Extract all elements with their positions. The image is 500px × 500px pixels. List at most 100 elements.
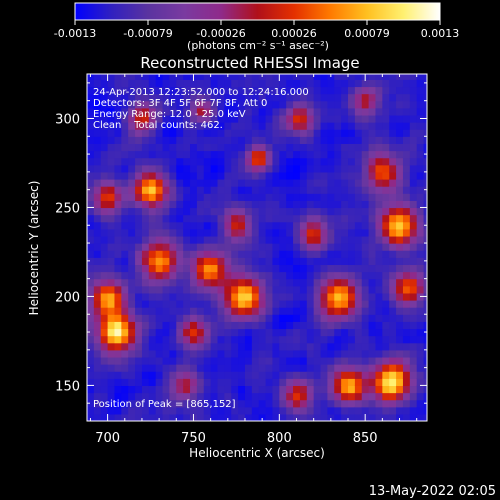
heatmap-cell [217,171,225,180]
heatmap-cell [135,314,143,322]
heatmap-cell [299,235,308,244]
heatmap-cell [93,93,102,102]
heatmap-cell [389,171,397,180]
heatmap-cell [272,406,280,415]
heatmap-cell [169,235,177,244]
heatmap-cell [348,143,356,152]
heatmap-cell [354,86,363,95]
heatmap-cell [162,278,171,287]
heatmap-cell [348,371,356,379]
heatmap-cell [320,114,329,123]
heatmap-cell [279,314,287,322]
heatmap-cell [93,356,102,365]
heatmap-cell [258,243,267,251]
colorbar-tick-label: -0.0013 [54,27,96,40]
heatmap-cell [244,299,253,308]
heatmap-cell [293,129,301,137]
heatmap-cell [375,150,383,159]
colorbar-ticks: -0.0013 -0.00079 -0.00026 0.00026 0.00079 0.0… [54,20,459,40]
heatmap-cell [196,292,205,301]
heatmap-cell [265,243,274,251]
heatmap-cell [341,278,349,287]
heatmap-cell [176,406,184,415]
heatmap-cell [341,107,349,116]
heatmap-cell [286,406,294,415]
heatmap-cell [114,200,122,209]
heatmap-cell [272,221,280,230]
heatmap-cell [375,413,383,421]
heatmap-cell [327,278,335,287]
heatmap-cell [128,371,136,379]
heatmap-cell [190,356,198,365]
heatmap-cell [354,314,363,322]
heatmap-cell [327,264,335,273]
heatmap-cell [375,214,383,223]
heatmap-cell [334,150,342,159]
heatmap-cell [279,385,287,394]
heatmap-image [87,74,427,421]
heatmap-cell [375,193,383,201]
heatmap-cell [251,107,260,116]
heatmap-cell [389,406,397,415]
heatmap-cell [217,335,225,344]
heatmap-cell [348,243,356,251]
heatmap-cell [155,285,164,294]
heatmap-cell [135,100,143,109]
heatmap-cell [217,264,225,273]
heatmap-cell [416,335,425,344]
heatmap-cell [210,392,219,401]
heatmap-cell [217,193,225,201]
heatmap-cell [327,171,335,180]
heatmap-cell [121,271,129,280]
colorbar-tick-label: -0.00026 [196,27,245,40]
heatmap-cell [217,150,225,159]
heatmap-cell [279,193,287,201]
heatmap-cell [416,86,425,95]
heatmap-cell [244,257,253,266]
heatmap-cell [148,406,157,415]
heatmap-cell [196,86,205,95]
heatmap-cell [107,356,116,365]
heatmap-cell [320,364,329,372]
heatmap-cell [361,114,370,123]
heatmap-cell [155,114,164,123]
heatmap-cell [107,307,116,315]
heatmap-cell [265,328,274,337]
heatmap-cell [258,100,267,109]
heatmap-cell [313,129,322,137]
heatmap-cell [368,378,377,387]
heatmap-cell [375,342,383,351]
heatmap-cell [244,86,253,95]
heatmap-cell [251,364,260,372]
heatmap-cell [272,349,280,358]
heatmap-cell [114,285,122,294]
heatmap-cell [203,79,212,88]
heatmap-cell [265,399,274,408]
heatmap-cell [231,271,239,280]
heatmap-cell [341,292,349,301]
heatmap-cell [375,228,383,237]
heatmap-cell [402,385,411,394]
heatmap-cell [114,378,122,387]
heatmap-cell [162,271,171,280]
heatmap-cell [217,413,225,421]
heatmap-cell [375,314,383,322]
heatmap-cell [244,364,253,372]
heatmap-cell [409,193,418,201]
heatmap-cell [203,143,212,152]
heatmap-cell [396,307,404,315]
heatmap-cell [368,314,377,322]
heatmap-cell [135,86,143,95]
heatmap-cell [313,264,322,273]
heatmap-cell [293,321,301,330]
heatmap-cell [286,385,294,394]
heatmap-cell [348,107,356,116]
heatmap-cell [93,221,102,230]
heatmap-cell [348,314,356,322]
heatmap-cell [320,107,329,116]
heatmap-cell [238,93,246,102]
heatmap-cell [238,392,246,401]
heatmap-cell [169,378,177,387]
heatmap-cell [100,250,109,258]
heatmap-cell [348,385,356,394]
